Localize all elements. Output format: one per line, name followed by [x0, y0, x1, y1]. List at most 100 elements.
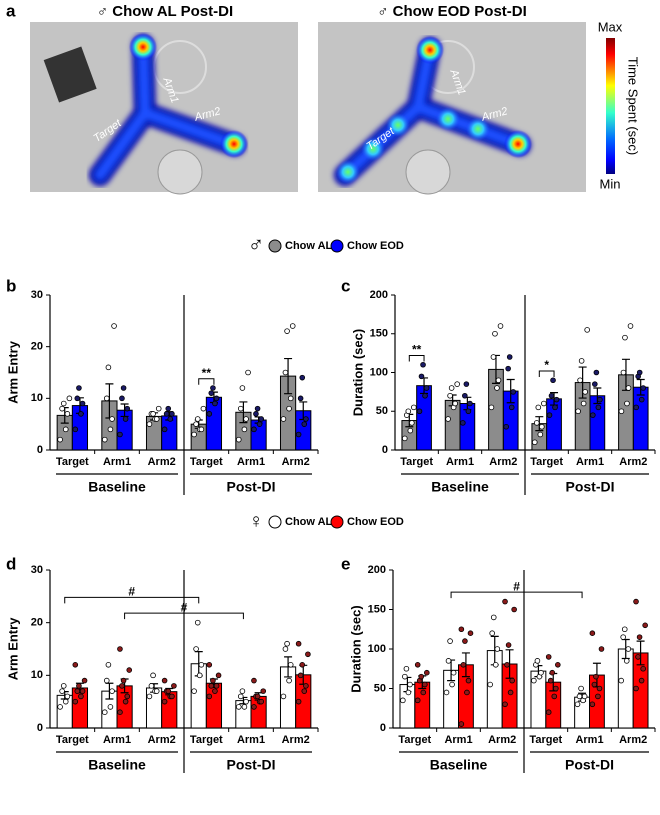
data-point	[405, 408, 412, 415]
data-point	[103, 677, 110, 684]
data-point	[119, 395, 125, 402]
data-point	[464, 689, 470, 696]
data-point	[574, 701, 581, 708]
x-tick-label: Target	[529, 734, 562, 746]
x-tick-label: Arm1	[575, 734, 603, 746]
data-point	[119, 683, 125, 689]
x-tick-label: Target	[398, 734, 431, 746]
data-point	[194, 619, 201, 626]
data-point	[163, 411, 170, 417]
data-point	[625, 646, 632, 652]
data-point	[443, 689, 450, 696]
data-point	[146, 693, 153, 700]
data-point	[578, 358, 585, 364]
data-point	[416, 408, 423, 415]
panel-label: a	[6, 1, 16, 20]
data-point	[407, 681, 413, 688]
data-point	[458, 721, 465, 727]
data-point	[117, 709, 123, 715]
legend-label: Chow EOD	[347, 516, 404, 528]
data-point	[548, 392, 555, 399]
data-point	[638, 396, 645, 403]
x-tick-label: Arm2	[148, 456, 176, 468]
data-point	[57, 704, 63, 710]
data-point	[418, 373, 425, 380]
data-point	[107, 426, 114, 433]
data-point	[590, 412, 596, 418]
data-point	[245, 369, 251, 376]
data-point	[79, 688, 86, 694]
group-label: Post-DI	[566, 479, 615, 495]
significance-label: **	[412, 343, 422, 357]
significance-bracket	[450, 591, 583, 599]
data-point	[253, 411, 259, 417]
data-point	[454, 381, 460, 387]
x-tick-label: Arm2	[282, 734, 310, 746]
x-tick-label: Target	[400, 456, 433, 468]
data-point	[117, 646, 123, 652]
data-point	[640, 665, 646, 672]
data-point	[450, 669, 457, 676]
data-point	[215, 672, 222, 679]
data-point	[286, 677, 292, 684]
data-point	[72, 661, 79, 668]
data-point	[505, 642, 512, 648]
data-point	[507, 689, 514, 696]
data-point	[210, 677, 216, 684]
data-point	[126, 667, 133, 673]
y-tick-label: 150	[370, 328, 388, 340]
data-point	[411, 404, 417, 411]
data-point	[422, 392, 428, 399]
x-tick-label: Arm2	[619, 734, 647, 746]
data-point	[303, 683, 309, 689]
data-point	[117, 431, 123, 438]
x-tick-label: Arm2	[148, 734, 176, 746]
data-point	[506, 354, 513, 360]
data-point	[625, 385, 632, 391]
error-bar	[284, 656, 293, 678]
y-tick-label: 0	[37, 722, 43, 734]
data-point	[239, 385, 246, 391]
data-point	[545, 709, 552, 715]
data-point	[508, 404, 515, 411]
data-point	[60, 683, 67, 689]
data-point	[64, 693, 71, 700]
data-point	[295, 640, 302, 647]
significance-bracket	[124, 612, 244, 620]
data-point	[531, 677, 537, 684]
data-point	[239, 688, 246, 694]
image-title: ♂ Chow EOD Post-DI	[377, 3, 527, 20]
data-point	[460, 420, 466, 426]
data-point	[465, 408, 472, 415]
data-point	[621, 626, 628, 633]
data-point	[171, 683, 177, 689]
data-point	[198, 426, 205, 433]
data-point	[448, 385, 455, 391]
data-point	[124, 405, 131, 412]
legend-swatch	[330, 239, 344, 253]
data-point	[462, 638, 468, 644]
data-point	[620, 634, 626, 640]
data-point	[490, 614, 497, 621]
data-point	[167, 416, 174, 422]
significance-bracket	[64, 596, 200, 604]
group-label: Baseline	[88, 757, 146, 773]
data-point	[153, 416, 160, 422]
data-point	[447, 638, 453, 644]
data-point	[66, 395, 73, 402]
x-tick-label: Arm1	[237, 734, 265, 746]
y-axis-label: Duration (sec)	[350, 329, 365, 416]
heatmap-image	[30, 22, 298, 195]
data-point	[169, 693, 175, 700]
data-point	[243, 416, 249, 422]
data-point	[237, 405, 244, 412]
significance-bracket	[538, 370, 555, 377]
data-point	[593, 673, 599, 680]
data-point	[260, 688, 267, 694]
y-tick-label: 10	[31, 669, 43, 681]
data-point	[101, 436, 108, 443]
data-point	[409, 420, 415, 426]
data-point	[420, 361, 426, 368]
data-point	[581, 693, 588, 700]
data-point	[505, 365, 511, 372]
